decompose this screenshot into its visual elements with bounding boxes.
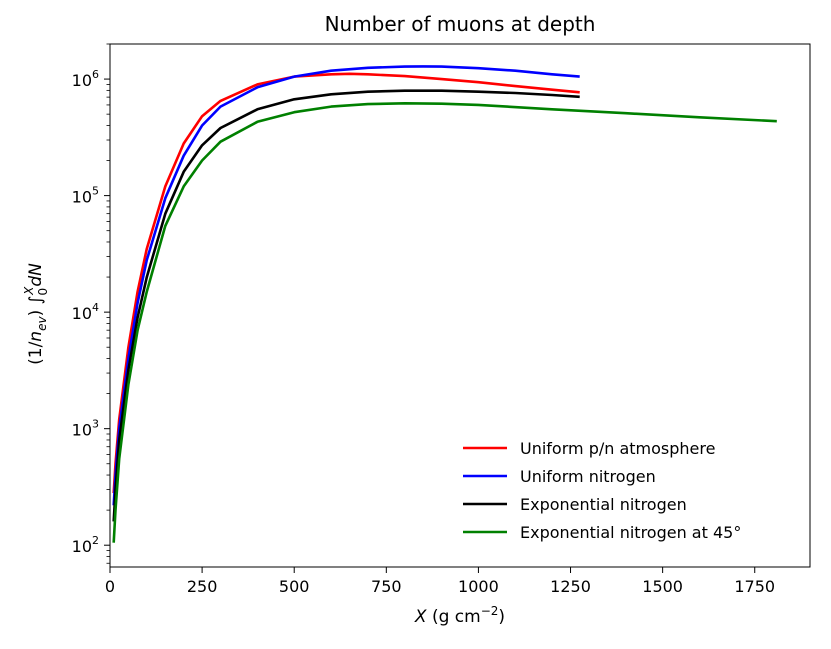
y-tick-label: 104 (72, 301, 99, 323)
x-tick-label: 1750 (734, 577, 775, 596)
x-tick-label: 750 (371, 577, 402, 596)
series-line-2 (112, 65, 580, 506)
x-tick-label: 1000 (458, 577, 499, 596)
y-tick-label: 105 (72, 185, 99, 207)
series-line-1 (112, 72, 580, 494)
legend-label-2: Uniform nitrogen (520, 467, 656, 486)
x-axis-label: X (g cm−2) (414, 604, 505, 627)
legend: Uniform p/n atmosphere Uniform nitrogen Ex… (463, 439, 741, 542)
x-tick-label: 1500 (642, 577, 683, 596)
plot-frame (109, 43, 811, 568)
x-tick-label: 500 (279, 577, 310, 596)
legend-label-4: Exponential nitrogen at 45° (520, 523, 741, 542)
chart-title: Number of muons at depth (325, 12, 596, 36)
y-axis-label: (1/nev) ∫0XdN (22, 263, 50, 365)
x-tick-label: 1250 (550, 577, 591, 596)
plot-area (112, 65, 777, 543)
y-tick-label: 102 (72, 534, 99, 556)
x-tick-label: 250 (187, 577, 218, 596)
x-tick-label: 0 (105, 577, 115, 596)
series-line-4 (112, 102, 777, 543)
y-tick-label: 106 (72, 68, 99, 90)
legend-label-1: Uniform p/n atmosphere (520, 439, 715, 458)
axes: 0 250 500 750 1000 1250 1500 1750 102 103 104 105 10… (72, 43, 811, 596)
series-line-3 (112, 89, 580, 522)
legend-label-3: Exponential nitrogen (520, 495, 687, 514)
y-tick-label: 103 (72, 418, 99, 440)
